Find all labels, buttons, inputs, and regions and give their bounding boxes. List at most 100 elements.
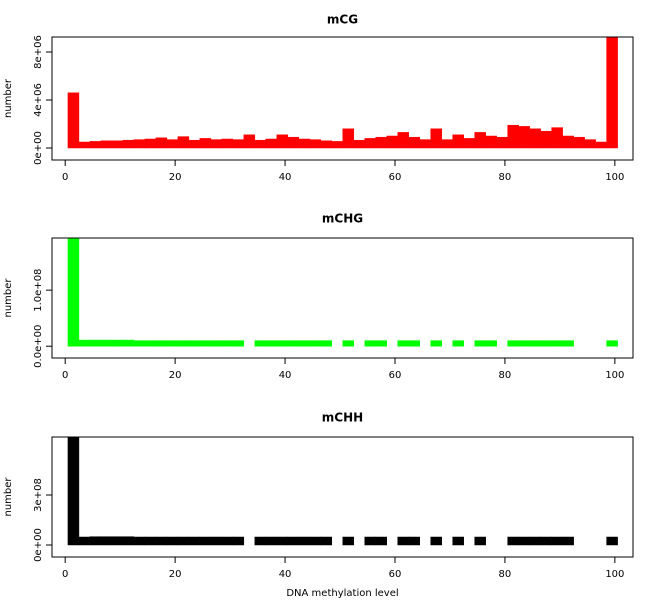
bar xyxy=(67,238,80,347)
x-tick-label: 100 xyxy=(605,172,624,183)
bar xyxy=(111,339,124,347)
plot-frame xyxy=(51,36,634,161)
bar xyxy=(595,141,607,149)
bar xyxy=(342,536,355,546)
bar xyxy=(287,136,300,149)
bar xyxy=(562,135,574,149)
bar xyxy=(298,138,311,149)
bar xyxy=(265,340,278,347)
bar xyxy=(331,141,344,149)
bar xyxy=(320,536,333,546)
bar xyxy=(386,135,398,149)
bar xyxy=(78,536,91,546)
bar xyxy=(298,340,311,347)
bar xyxy=(408,536,420,546)
bar xyxy=(221,340,234,347)
bar xyxy=(320,340,333,347)
bar xyxy=(177,136,190,149)
bar xyxy=(287,340,300,347)
x-tick-label: 80 xyxy=(499,172,512,183)
bar xyxy=(144,340,157,347)
bar xyxy=(232,340,245,347)
bar xyxy=(188,536,201,546)
y-axis-label: number xyxy=(3,78,14,118)
bar xyxy=(364,138,377,149)
x-tick-label: 100 xyxy=(605,569,624,580)
bar xyxy=(584,139,596,149)
bar xyxy=(89,339,102,347)
bar xyxy=(397,340,409,347)
x-tick-label: 80 xyxy=(499,370,512,381)
bar xyxy=(540,536,552,546)
bar xyxy=(67,437,80,546)
bar xyxy=(397,536,409,546)
bar xyxy=(232,139,245,149)
y-axis-label: number xyxy=(3,477,14,517)
x-tick-label: 0 xyxy=(62,569,68,580)
bar xyxy=(562,536,574,546)
bar xyxy=(375,136,387,149)
bar xyxy=(166,536,179,546)
x-tick-label: 20 xyxy=(169,569,182,580)
panel: mCHH number 0 20 40 60 80 100 0e+00 3e+08 DNA meth… xyxy=(3,411,634,599)
bar xyxy=(573,136,585,149)
bar xyxy=(606,536,618,546)
bar xyxy=(298,536,311,546)
bar xyxy=(232,536,245,546)
bar xyxy=(507,536,519,546)
bar xyxy=(100,536,113,546)
bar xyxy=(199,138,212,149)
bar xyxy=(408,136,420,149)
bar xyxy=(419,139,431,149)
bar xyxy=(518,126,530,149)
bar xyxy=(606,37,618,149)
y-axis-label: number xyxy=(3,278,14,318)
bar xyxy=(122,536,135,546)
x-tick-label: 60 xyxy=(389,370,402,381)
bar xyxy=(78,339,91,347)
x-tick-label: 20 xyxy=(169,172,182,183)
bar xyxy=(485,340,497,347)
bar xyxy=(100,339,113,347)
bar xyxy=(430,536,442,546)
x-tick-label: 80 xyxy=(499,569,512,580)
bar xyxy=(111,536,124,546)
bar xyxy=(133,139,146,149)
bar xyxy=(375,536,387,546)
bar xyxy=(122,139,135,149)
bar xyxy=(166,139,179,149)
bar xyxy=(364,536,377,546)
panel-title: mCG xyxy=(327,13,358,27)
bar xyxy=(551,536,563,546)
bar xyxy=(254,536,267,546)
y-tick-label: 0e+00 xyxy=(33,528,44,562)
y-tick-label: 4e+06 xyxy=(33,83,44,117)
bar xyxy=(375,340,387,347)
bar xyxy=(210,536,223,546)
x-tick-label: 40 xyxy=(279,569,292,580)
bar xyxy=(177,340,190,347)
bar xyxy=(89,536,102,546)
plot-frame xyxy=(51,237,634,359)
bar xyxy=(408,340,420,347)
bar xyxy=(518,536,530,546)
bar xyxy=(210,139,223,149)
x-tick-label: 60 xyxy=(389,569,402,580)
x-tick-label: 0 xyxy=(62,172,68,183)
bar xyxy=(221,536,234,546)
bar xyxy=(276,536,289,546)
bar xyxy=(177,536,190,546)
bar xyxy=(309,139,322,149)
bar xyxy=(540,130,552,149)
bar xyxy=(474,340,486,347)
bar xyxy=(78,141,91,149)
bar xyxy=(452,340,464,347)
bar xyxy=(496,136,508,149)
bar xyxy=(364,340,377,347)
bar xyxy=(155,137,168,149)
bar xyxy=(265,138,278,149)
bar xyxy=(474,132,486,149)
y-tick-label: 8e+06 xyxy=(33,35,44,69)
x-tick-label: 60 xyxy=(389,172,402,183)
panel-title: mCHH xyxy=(322,411,363,425)
